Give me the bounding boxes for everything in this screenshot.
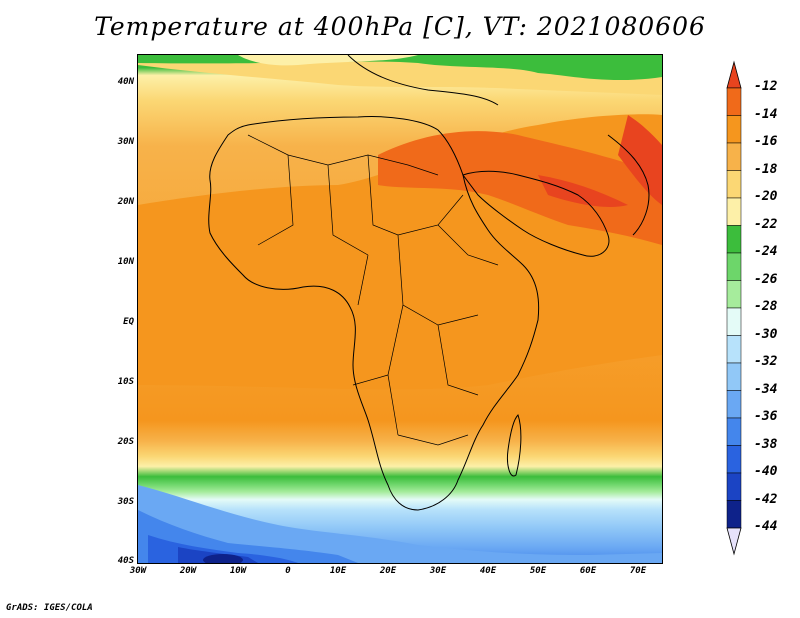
lon-label-30e: 30E [429, 566, 447, 576]
colorbar-label: -16 [754, 134, 778, 149]
coldest-core [203, 554, 243, 563]
lat-label-30n: 30N [117, 137, 134, 147]
colorbar-label: -44 [754, 519, 778, 534]
grads-credit: GrADS: IGES/COLA [6, 603, 93, 613]
country-borders [247, 134, 499, 446]
colorbar-swatch [726, 417, 742, 446]
colorbar-label: -22 [754, 216, 778, 232]
colorbar-swatch [726, 142, 742, 171]
coastlines [208, 55, 650, 511]
colorbar-label: -20 [754, 189, 778, 204]
arabia-coastline [462, 170, 610, 257]
colorbar-label: -28 [754, 299, 778, 314]
colorbar-swatch [726, 335, 742, 364]
lat-label-10n: 10N [117, 257, 134, 267]
lat-label-eq: EQ [123, 317, 134, 327]
colorbar-label: -40 [754, 464, 778, 479]
lon-label-60e: 60E [579, 566, 597, 576]
lat-label-20n: 20N [117, 197, 134, 207]
colorbar [726, 60, 742, 556]
north-pale-region [238, 55, 418, 66]
colorbar-label: -24 [754, 244, 778, 259]
colorbar-label: -12 [754, 79, 778, 94]
colorbar-label: -14 [754, 106, 778, 122]
africa-coastline [208, 116, 540, 511]
lat-label-40s: 40S [117, 556, 134, 566]
colorbar-swatch [726, 225, 742, 254]
arabia-hot-region [378, 131, 662, 245]
south-blue-region [138, 485, 662, 563]
colorbar-swatch [726, 445, 742, 474]
colorbar-bottom-arrow [726, 527, 742, 556]
colorbar-swatch [726, 87, 742, 116]
mediterranean-coastline [347, 55, 499, 106]
lon-label-0: 0 [285, 566, 291, 576]
colorbar-label: -32 [754, 354, 778, 369]
colorbar-top-arrow [726, 60, 742, 89]
lon-label-20w: 20W [179, 566, 197, 576]
colorbar-label: -26 [754, 271, 778, 287]
colorbar-swatch [726, 390, 742, 419]
colorbar-swatch [726, 170, 742, 199]
colorbar-swatch [726, 472, 742, 501]
india-coastline [607, 134, 650, 236]
lat-label-10s: 10S [117, 377, 134, 387]
colorbar-swatch [726, 500, 742, 529]
lat-label-40n: 40N [117, 77, 134, 87]
colorbar-swatch [726, 362, 742, 391]
lon-label-30w: 30W [129, 566, 147, 576]
lat-label-20s: 20S [117, 437, 134, 447]
colorbar-label: -42 [754, 491, 778, 507]
temperature-map [137, 54, 663, 564]
colorbar-swatch [726, 252, 742, 281]
colorbar-swatch [726, 280, 742, 309]
lon-label-70e: 70E [629, 566, 647, 576]
madagascar-coastline [507, 414, 522, 477]
colorbar-label: -38 [754, 436, 778, 452]
arabia-hottest-patch [538, 175, 628, 207]
colorbar-swatch [726, 197, 742, 226]
colorbar-label: -34 [754, 381, 778, 397]
colorbar-label: -36 [754, 409, 778, 424]
colorbar-label: -18 [754, 161, 778, 177]
colorbar-label: -30 [754, 326, 778, 342]
lon-label-40e: 40E [479, 566, 497, 576]
lon-label-10w: 10W [229, 566, 247, 576]
lon-label-50e: 50E [529, 566, 547, 576]
india-hottest-region [618, 115, 662, 205]
colorbar-swatch [726, 115, 742, 144]
lon-label-10e: 10E [329, 566, 347, 576]
lon-label-20e: 20E [379, 566, 397, 576]
lat-label-30s: 30S [117, 497, 134, 507]
map-title: Temperature at 400hPa [C], VT: 202108060… [94, 12, 706, 41]
colorbar-swatch [726, 307, 742, 336]
